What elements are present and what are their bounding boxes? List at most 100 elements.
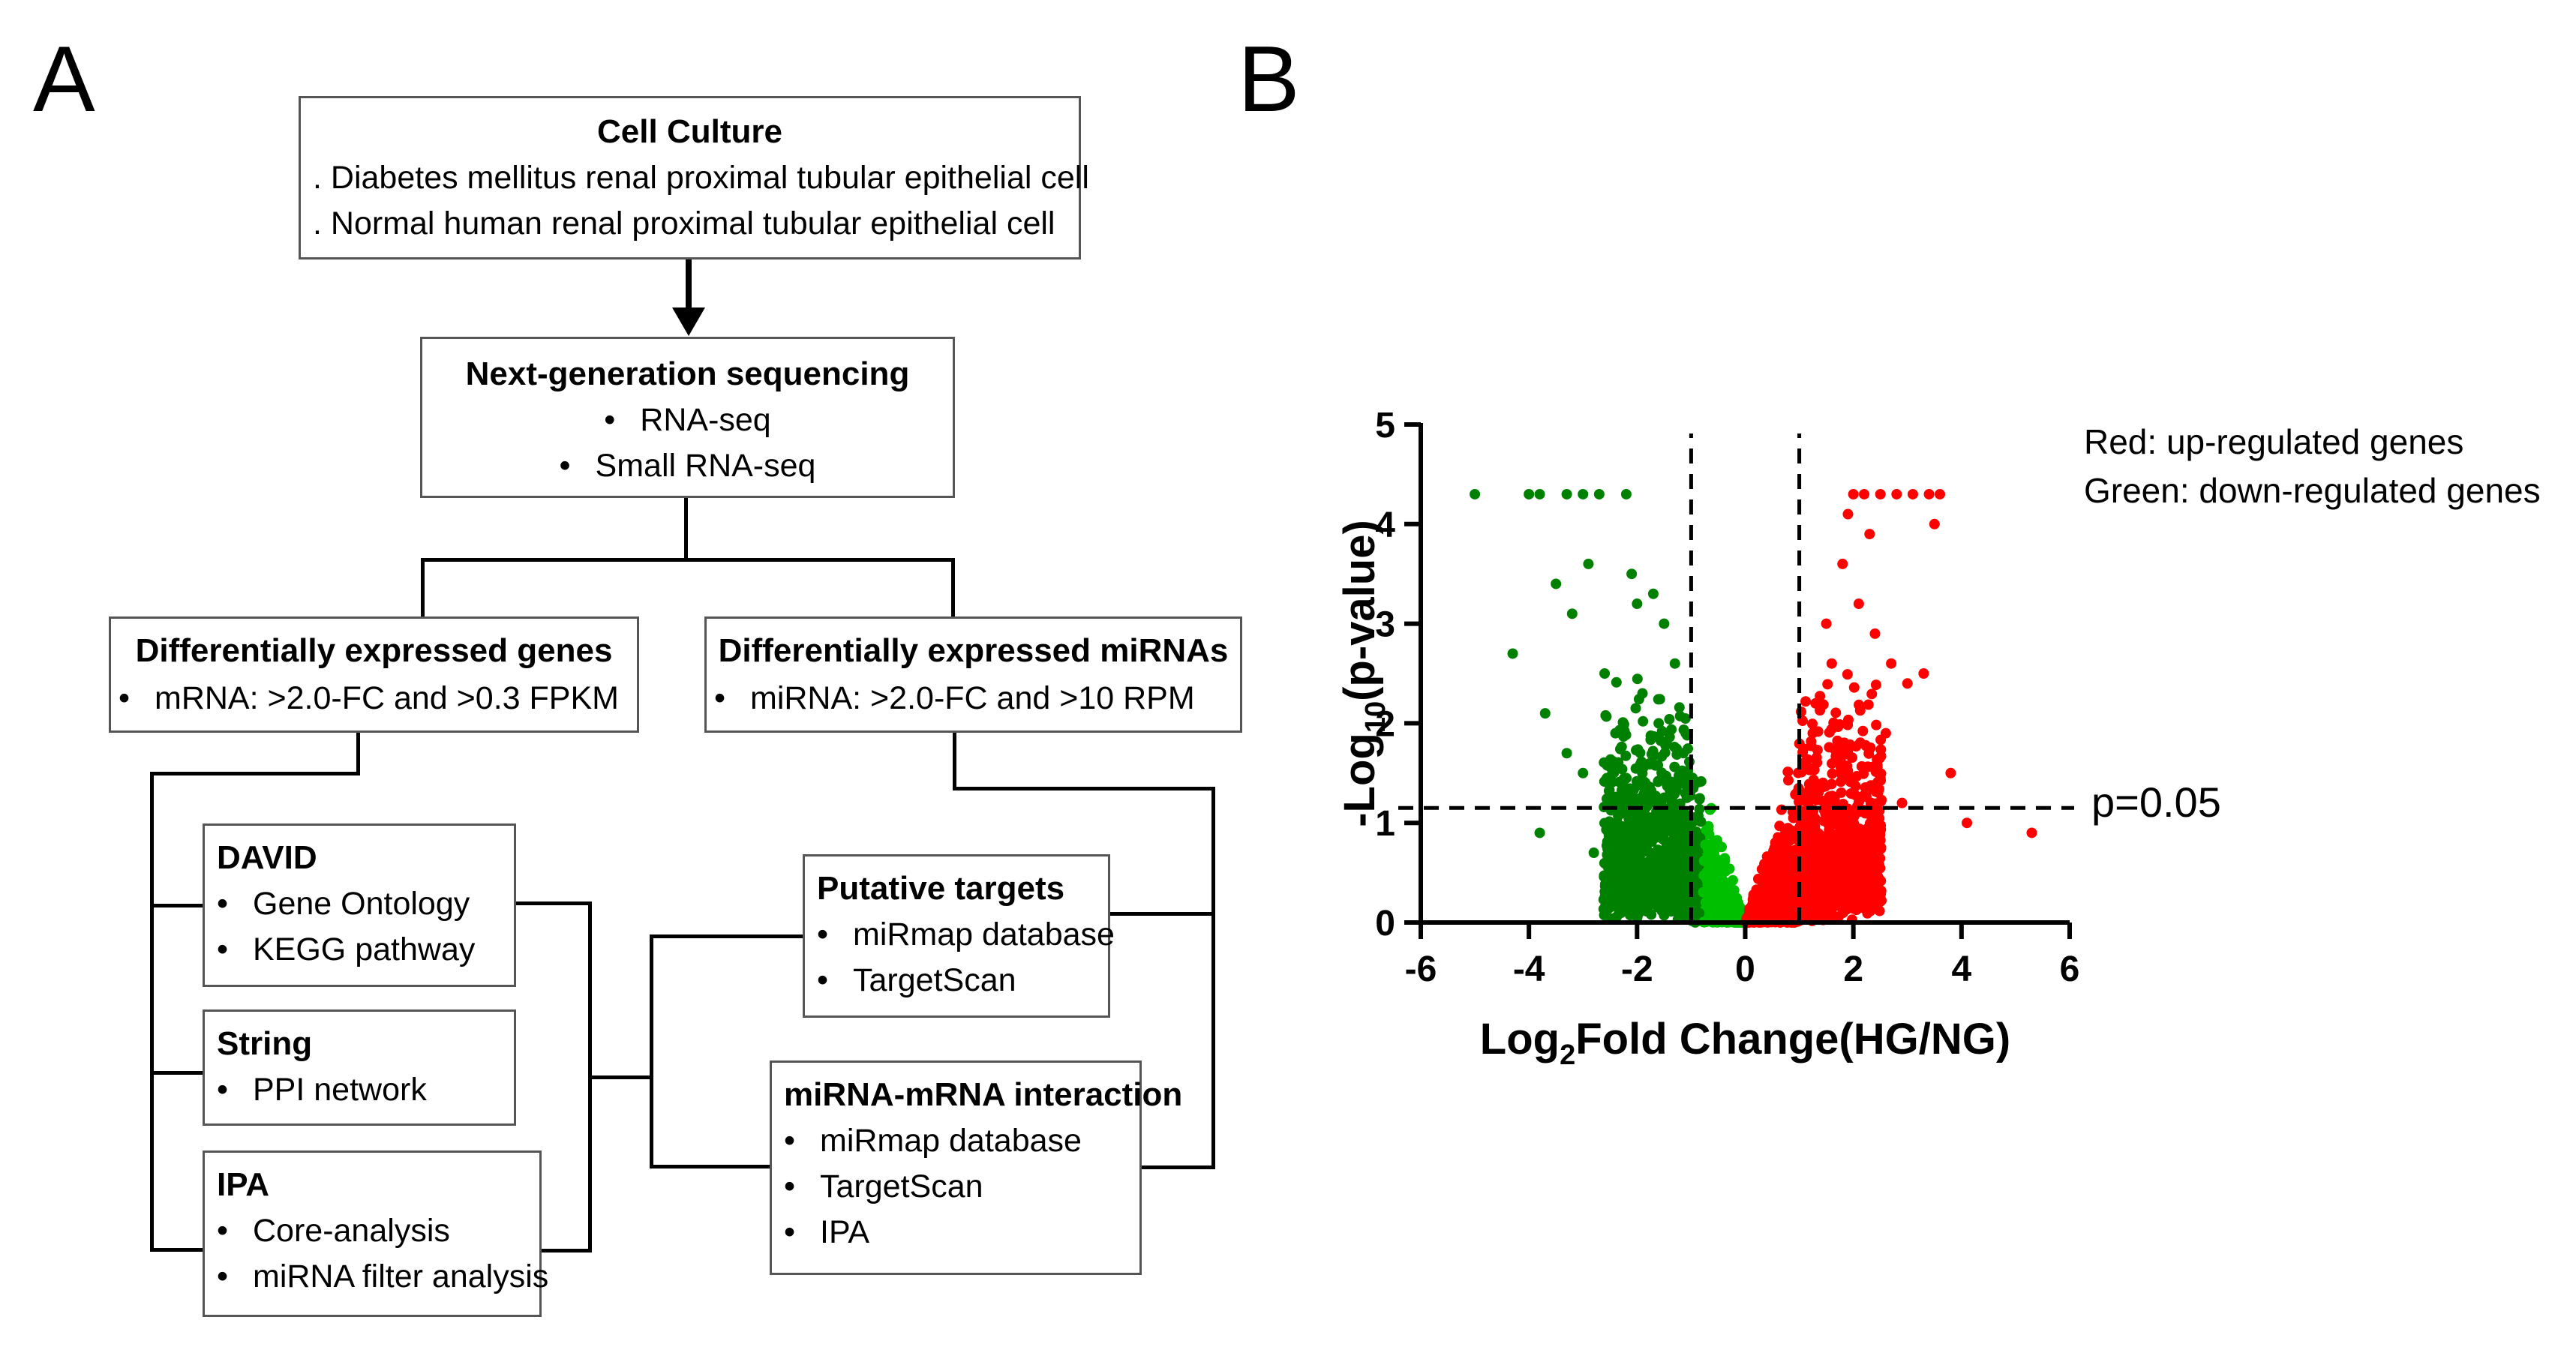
down-point xyxy=(1687,772,1698,784)
down-point xyxy=(1676,884,1687,896)
up-point xyxy=(1795,914,1806,926)
down-point xyxy=(1646,836,1657,848)
down-point xyxy=(1614,809,1625,820)
down-point xyxy=(1644,826,1656,838)
up-point xyxy=(1752,907,1764,918)
up-point xyxy=(1837,864,1848,875)
down-point xyxy=(1708,913,1719,924)
up-point xyxy=(1872,835,1883,846)
up-point xyxy=(1749,906,1761,917)
down-point xyxy=(1611,868,1622,880)
down-point xyxy=(1617,717,1629,728)
down-point xyxy=(1713,900,1724,911)
down-point xyxy=(1683,828,1695,839)
down-point xyxy=(1653,760,1664,771)
up-point xyxy=(1748,915,1759,926)
up-point xyxy=(1767,916,1779,927)
down-point xyxy=(1679,838,1690,849)
up-point xyxy=(1741,915,1752,926)
up-point xyxy=(1848,838,1860,849)
down-point xyxy=(1613,852,1624,863)
up-point xyxy=(1794,805,1806,816)
up-point xyxy=(1795,901,1806,912)
up-point xyxy=(1808,870,1819,881)
down-point xyxy=(1650,809,1662,820)
down-point xyxy=(1731,912,1742,923)
down-point xyxy=(1689,830,1700,842)
up-point xyxy=(1758,887,1769,898)
down-point xyxy=(1696,884,1707,896)
up-point xyxy=(1758,900,1769,911)
up-point xyxy=(1840,809,1851,820)
down-point xyxy=(1683,856,1694,867)
up-point xyxy=(1775,914,1786,925)
down-point xyxy=(1651,822,1662,833)
down-point xyxy=(1737,914,1748,925)
down-point xyxy=(1697,915,1708,926)
connector xyxy=(650,934,804,938)
up-point xyxy=(1755,914,1767,926)
up-point xyxy=(1761,899,1773,910)
down-point xyxy=(1701,839,1713,850)
up-point xyxy=(1756,881,1767,892)
down-point xyxy=(1733,905,1744,916)
down-point xyxy=(1605,868,1617,880)
down-point xyxy=(1601,899,1612,910)
down-point xyxy=(1630,869,1641,880)
up-point xyxy=(1803,789,1814,800)
down-point xyxy=(1710,898,1721,910)
down-point xyxy=(1644,876,1656,887)
up-point xyxy=(1743,916,1754,927)
up-point xyxy=(1758,900,1770,911)
down-point xyxy=(1734,911,1746,922)
up-point xyxy=(1858,880,1869,892)
up-point xyxy=(1794,884,1806,895)
down-point xyxy=(1734,914,1746,926)
down-point xyxy=(1733,915,1744,926)
up-point xyxy=(1810,875,1821,886)
up-point xyxy=(1753,914,1764,925)
up-point xyxy=(1797,864,1808,875)
down-point xyxy=(1714,909,1725,920)
up-point xyxy=(1760,910,1771,921)
up-point xyxy=(1826,658,1837,669)
up-point xyxy=(1812,757,1823,768)
down-point xyxy=(1686,877,1698,888)
up-point xyxy=(1743,912,1755,923)
up-point xyxy=(1839,835,1851,846)
up-point xyxy=(1779,847,1791,858)
down-point xyxy=(1599,818,1611,829)
down-point xyxy=(1677,832,1689,843)
up-point xyxy=(1741,916,1752,927)
up-point xyxy=(1741,912,1752,923)
down-point xyxy=(1720,912,1731,923)
down-point xyxy=(1620,832,1631,843)
up-point xyxy=(1773,916,1784,927)
up-point xyxy=(1806,736,1817,747)
up-point xyxy=(1860,870,1871,881)
down-point xyxy=(1737,915,1748,926)
down-point xyxy=(1697,895,1708,906)
up-point xyxy=(1791,892,1803,903)
up-point xyxy=(1794,868,1805,879)
up-point xyxy=(1795,857,1806,868)
down-point xyxy=(1609,846,1620,857)
up-point xyxy=(1744,912,1755,923)
down-point xyxy=(1735,916,1746,927)
up-point xyxy=(1791,893,1802,904)
up-point xyxy=(1854,877,1866,888)
down-point xyxy=(1735,915,1746,926)
up-point xyxy=(1837,908,1848,919)
down-point xyxy=(1692,810,1704,821)
down-point xyxy=(1613,834,1624,845)
down-point xyxy=(1675,890,1686,901)
down-point xyxy=(1656,861,1668,872)
up-point xyxy=(1803,880,1814,891)
down-point xyxy=(1706,850,1717,862)
down-point xyxy=(1692,896,1703,907)
down-point xyxy=(1679,772,1690,784)
down-point xyxy=(1680,848,1692,860)
up-point xyxy=(1804,763,1815,774)
down-point xyxy=(1734,915,1746,926)
down-point xyxy=(1630,795,1641,806)
